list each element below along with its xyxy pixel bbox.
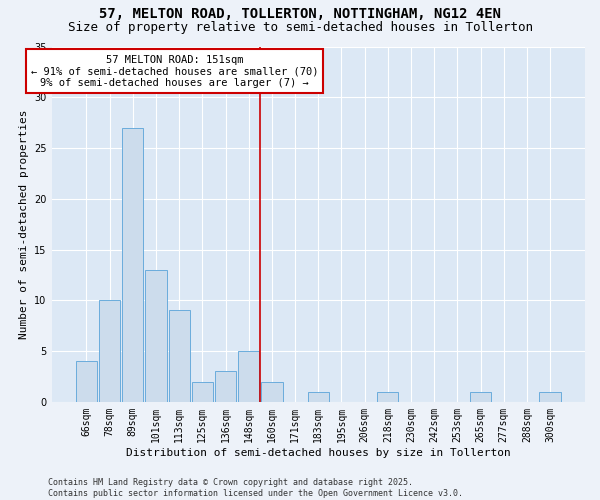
Bar [308, 392, 329, 402]
Bar [215, 372, 236, 402]
X-axis label: Distribution of semi-detached houses by size in Tollerton: Distribution of semi-detached houses by … [126, 448, 511, 458]
Text: 57, MELTON ROAD, TOLLERTON, NOTTINGHAM, NG12 4EN: 57, MELTON ROAD, TOLLERTON, NOTTINGHAM, … [99, 8, 501, 22]
Bar [261, 382, 283, 402]
Bar [191, 382, 213, 402]
Bar [238, 351, 259, 402]
Y-axis label: Number of semi-detached properties: Number of semi-detached properties [19, 110, 29, 339]
Bar [99, 300, 120, 402]
Bar [169, 310, 190, 402]
Bar [377, 392, 398, 402]
Text: 57 MELTON ROAD: 151sqm
← 91% of semi-detached houses are smaller (70)
9% of semi: 57 MELTON ROAD: 151sqm ← 91% of semi-det… [31, 54, 318, 88]
Bar [76, 361, 97, 402]
Bar [539, 392, 561, 402]
Bar [122, 128, 143, 402]
Text: Size of property relative to semi-detached houses in Tollerton: Size of property relative to semi-detach… [67, 21, 533, 34]
Bar [470, 392, 491, 402]
Text: Contains HM Land Registry data © Crown copyright and database right 2025.
Contai: Contains HM Land Registry data © Crown c… [48, 478, 463, 498]
Bar [145, 270, 167, 402]
